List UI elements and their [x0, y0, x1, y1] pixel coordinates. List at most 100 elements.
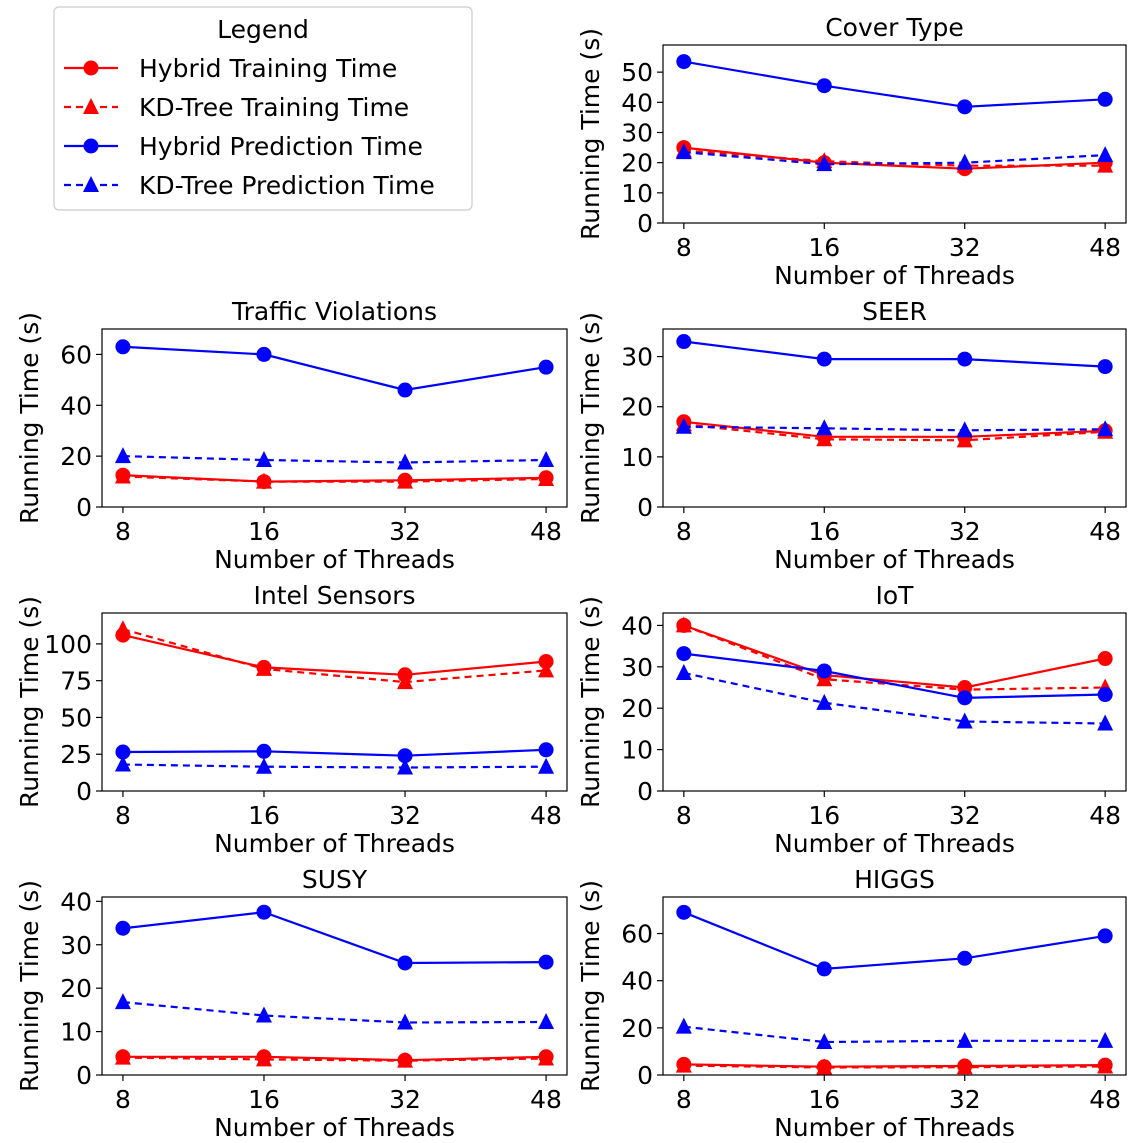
series-hybrid-training-time	[676, 1056, 1113, 1075]
x-tick-label: 8	[676, 517, 692, 546]
data-point	[255, 1050, 272, 1067]
x-tick-label: 8	[115, 1085, 131, 1114]
data-point	[114, 755, 131, 772]
y-axis-label: Running Time (s)	[576, 312, 605, 524]
data-point	[1097, 156, 1114, 173]
series-hybrid-prediction-time	[676, 54, 1113, 115]
data-point	[255, 1006, 272, 1023]
data-point	[255, 472, 272, 489]
chart-traffic-violations: Traffic Violations 0 20 40 60 8 16 32 48 Number o…	[15, 297, 568, 574]
y-tick-label: 60	[621, 920, 653, 949]
series-kd-tree-training-time	[675, 1056, 1114, 1075]
y-tick-label: 0	[76, 1061, 92, 1090]
y-tick-label: 40	[60, 887, 92, 916]
data-point	[676, 646, 692, 662]
y-tick-label: 0	[637, 777, 653, 806]
data-point	[676, 334, 692, 350]
y-tick-label: 30	[621, 343, 653, 372]
series-line	[683, 151, 1106, 166]
y-tick-label: 20	[621, 393, 653, 422]
series-kd-tree-training-time	[114, 1048, 555, 1068]
y-tick-label: 20	[60, 974, 92, 1003]
data-point	[676, 904, 692, 920]
data-point	[956, 421, 973, 438]
legend-triangle-marker	[83, 176, 99, 192]
data-point	[397, 673, 414, 690]
data-point	[816, 693, 833, 710]
data-point	[956, 712, 973, 729]
data-point	[1097, 1031, 1114, 1048]
chart-title: IoT	[876, 581, 915, 610]
series-line	[683, 60, 1106, 108]
data-point	[538, 661, 555, 678]
y-tick-label: 0	[637, 209, 653, 238]
x-axis-label: Number of Threads	[214, 829, 455, 858]
series-line	[683, 420, 1106, 438]
x-tick-label: 16	[808, 233, 840, 262]
data-point	[256, 743, 272, 759]
legend-label: Hybrid Prediction Time	[139, 132, 423, 161]
y-tick-label: 20	[621, 149, 653, 178]
y-tick-label: 30	[621, 118, 653, 147]
data-point	[816, 961, 832, 977]
data-point	[816, 419, 833, 436]
series-line	[122, 345, 547, 392]
chart-title: Traffic Violations	[231, 297, 437, 326]
data-point	[957, 690, 973, 706]
data-point	[115, 920, 131, 936]
y-tick-label: 75	[60, 667, 92, 696]
data-point	[115, 339, 131, 355]
data-point	[675, 1017, 692, 1034]
series-hybrid-prediction-time	[115, 742, 554, 764]
y-tick-label: 0	[76, 493, 92, 522]
y-axis-label: Running Time (s)	[15, 880, 44, 1092]
legend-entry-hybrid-prediction: Hybrid Prediction Time	[64, 132, 423, 161]
data-point	[255, 450, 272, 467]
x-tick-label: 16	[808, 1085, 840, 1114]
y-tick-label: 0	[76, 777, 92, 806]
legend: Legend Hybrid Training Time KD-Tree Trai…	[53, 6, 473, 211]
data-point	[816, 1058, 833, 1075]
legend-entry-kdtree-training: KD-Tree Training Time	[64, 93, 409, 122]
series-line	[683, 425, 1106, 432]
series-hybrid-prediction-time	[676, 334, 1113, 375]
data-point	[816, 155, 833, 172]
series-hybrid-prediction-time	[115, 904, 554, 971]
data-point	[956, 1058, 973, 1075]
y-tick-label: 20	[621, 1014, 653, 1043]
x-tick-label: 48	[1089, 517, 1121, 546]
y-tick-label: 10	[621, 443, 653, 472]
data-point	[397, 955, 413, 971]
data-point	[114, 467, 131, 484]
series-kd-tree-training-time	[114, 620, 555, 690]
data-point	[114, 993, 131, 1010]
plot-frame	[101, 328, 568, 508]
data-point	[255, 757, 272, 774]
series-line	[683, 624, 1106, 691]
series-kd-tree-prediction-time	[675, 417, 1114, 438]
y-tick-label: 50	[621, 58, 653, 87]
data-point	[957, 99, 973, 115]
y-axis-label: Running Time (s)	[576, 880, 605, 1092]
data-point	[114, 447, 131, 464]
x-tick-label: 32	[949, 233, 981, 262]
legend-title: Legend	[217, 15, 309, 44]
data-point	[816, 351, 832, 367]
x-axis-label: Number of Threads	[774, 1113, 1015, 1142]
series-kd-tree-prediction-time	[675, 664, 1114, 731]
data-point	[675, 143, 692, 160]
data-point	[114, 620, 131, 637]
data-point	[538, 757, 555, 774]
x-axis-label: Number of Threads	[774, 545, 1015, 574]
chart-iot: IoT 0 10 20 30 40 8 16 32 48 Number of Threads Runn…	[576, 581, 1127, 858]
series-hybrid-prediction-time	[115, 339, 554, 398]
data-point	[1097, 928, 1113, 944]
data-point	[397, 1013, 414, 1030]
series-kd-tree-prediction-time	[114, 755, 555, 775]
x-tick-label: 32	[949, 801, 981, 830]
x-tick-label: 16	[808, 801, 840, 830]
series-line	[683, 340, 1106, 368]
series-line	[122, 634, 547, 676]
data-point	[115, 744, 131, 760]
